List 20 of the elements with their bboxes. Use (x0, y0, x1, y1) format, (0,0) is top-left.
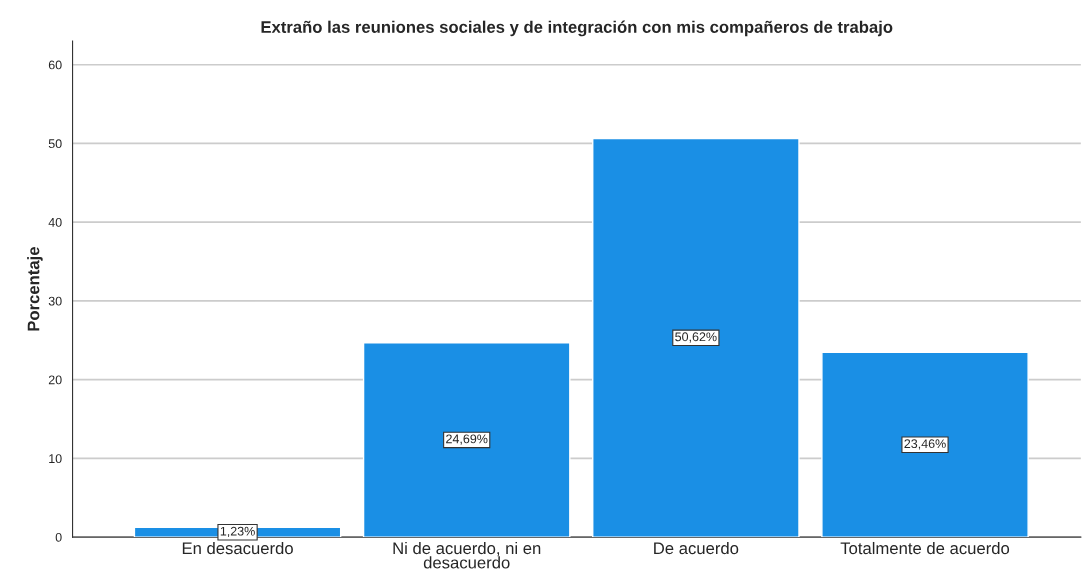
y-tick-label: 20 (48, 375, 62, 385)
data-label: 23,46% (904, 439, 946, 450)
data-label: 24,69% (446, 434, 488, 445)
y-axis-title: Porcentaje (27, 247, 43, 331)
bar (362, 342, 571, 538)
y-tick-label: 60 (48, 60, 62, 70)
chart-title: Extraño las reuniones sociales y de integración con mis compañeros de trabajo (261, 20, 893, 37)
bar (592, 137, 800, 538)
data-label: 50,62% (675, 332, 717, 343)
y-tick-label: 30 (48, 296, 62, 306)
x-tick-label: En desacuerdo (182, 541, 293, 555)
y-tick-label: 10 (49, 454, 62, 464)
y-tick-label: 0 (55, 532, 62, 542)
x-tick-label: Ni de acuerdo, ni en desacuerdo (393, 541, 541, 569)
y-tick-label: 40 (48, 217, 62, 227)
bar (821, 351, 1029, 538)
y-tick-label: 50 (48, 139, 62, 149)
data-label: 1,23% (220, 526, 255, 538)
x-tick-label: De acuerdo (654, 541, 739, 555)
x-tick-label: Totalmente de acuerdo (840, 541, 1010, 555)
